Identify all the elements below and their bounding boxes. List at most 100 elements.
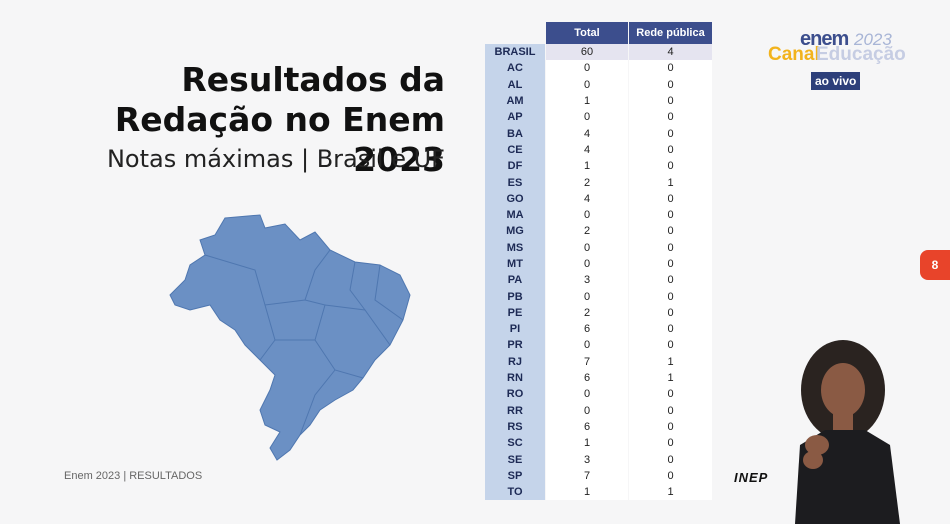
cell-total: 0 [546,337,628,354]
cell-uf: AM [485,92,545,110]
cell-rede-publica: 1 [629,353,712,370]
results-table: Total Rede pública BRASIL 60 4 AC 0 0 AL 0 0 AM 1 0… [484,22,713,501]
cell-uf: PI [485,321,545,338]
logo-canal: Canal [768,44,820,65]
cell-total: 2 [546,223,628,240]
cell-rede-publica: 0 [629,92,712,110]
cell-rede-publica: 0 [629,272,712,289]
cell-rede-publica: 0 [629,451,712,468]
cell-total: 4 [546,125,628,142]
cell-total: 4 [546,190,628,207]
table-row: MT 0 0 [485,255,712,273]
cell-rede-publica: 0 [629,435,712,452]
brazil-shape [169,214,411,461]
cell-total: 6 [546,418,628,436]
table-row: PE 2 0 [485,304,712,322]
table-row: PI 6 0 [485,321,712,338]
cell-rede-publica: 1 [629,174,712,191]
cell-total: 6 [546,369,628,387]
cell-uf: MS [485,239,545,256]
logo-enem: enem [800,28,849,50]
table-row: SP 7 0 [485,467,712,485]
cell-uf: RN [485,369,545,387]
cell-total: 60 [546,44,628,61]
cell-uf: RO [485,386,545,403]
table-row: RR 0 0 [485,402,712,419]
cell-total: 7 [546,353,628,370]
cell-uf: ES [485,174,545,191]
table-row: AL 0 0 [485,76,712,93]
cell-rede-publica: 1 [629,369,712,387]
cell-uf: RR [485,402,545,419]
cell-rede-publica: 0 [629,141,712,159]
cell-uf: PR [485,337,545,354]
cell-total: 0 [546,109,628,126]
cell-total: 3 [546,272,628,289]
cell-uf: PA [485,272,545,289]
table-row: MA 0 0 [485,206,712,224]
cell-uf: TO [485,484,545,501]
cell-total: 1 [546,158,628,175]
cell-uf: DF [485,158,545,175]
cell-rede-publica: 0 [629,321,712,338]
cell-uf: MG [485,223,545,240]
table-row: PA 3 0 [485,272,712,289]
table-row: PB 0 0 [485,288,712,305]
cell-total: 0 [546,402,628,419]
logo-educacao: Educação [816,44,906,65]
cell-rede-publica: 0 [629,125,712,142]
cell-rede-publica: 0 [629,190,712,207]
cell-uf: BA [485,125,545,142]
table-header-row: Total Rede pública [485,22,712,44]
cell-rede-publica: 0 [629,386,712,403]
cell-rede-publica: 0 [629,76,712,93]
brazil-map [169,214,411,461]
header-total: Total [546,22,628,44]
cell-uf: SC [485,435,545,452]
cell-total: 0 [546,60,628,77]
cell-rede-publica: 0 [629,304,712,322]
table-row: RN 6 1 [485,369,712,387]
table-row: DF 1 0 [485,158,712,175]
cell-uf: SP [485,467,545,485]
state-borders [204,249,404,436]
cell-uf: AL [485,76,545,93]
cell-rede-publica: 0 [629,60,712,77]
cell-uf: AP [485,109,545,126]
cell-total: 1 [546,484,628,501]
cell-total: 2 [546,304,628,322]
cell-rede-publica: 0 [629,255,712,273]
cell-uf: SE [485,451,545,468]
cell-uf: RS [485,418,545,436]
cell-rede-publica: 0 [629,109,712,126]
cell-total: 1 [546,92,628,110]
table-row: AC 0 0 [485,60,712,77]
table-row: CE 4 0 [485,141,712,159]
cell-rede-publica: 0 [629,418,712,436]
table-row: RS 6 0 [485,418,712,436]
cell-rede-publica: 0 [629,288,712,305]
cell-rede-publica: 0 [629,239,712,256]
table-row: RJ 7 1 [485,353,712,370]
slide-footer: Enem 2023 | RESULTADOS [64,470,203,482]
slide-subtitle: Notas máximas | Brasil e UF [106,145,445,173]
cell-uf: MT [485,255,545,273]
cell-rede-publica: 4 [629,44,712,61]
cell-uf: PE [485,304,545,322]
title-line-2: Redação no Enem 2023 [114,100,445,179]
table-row: SC 1 0 [485,435,712,452]
table-row: PR 0 0 [485,337,712,354]
cell-total: 1 [546,435,628,452]
cell-total: 0 [546,386,628,403]
cell-total: 0 [546,206,628,224]
cell-uf: RJ [485,353,545,370]
cell-total: 0 [546,76,628,93]
cell-total: 0 [546,288,628,305]
inep-logo: INEP [734,470,769,485]
cell-uf: MA [485,206,545,224]
cell-uf: GO [485,190,545,207]
cell-uf: PB [485,288,545,305]
cell-uf: CE [485,141,545,159]
cell-total: 2 [546,174,628,191]
table-row: GO 4 0 [485,190,712,207]
